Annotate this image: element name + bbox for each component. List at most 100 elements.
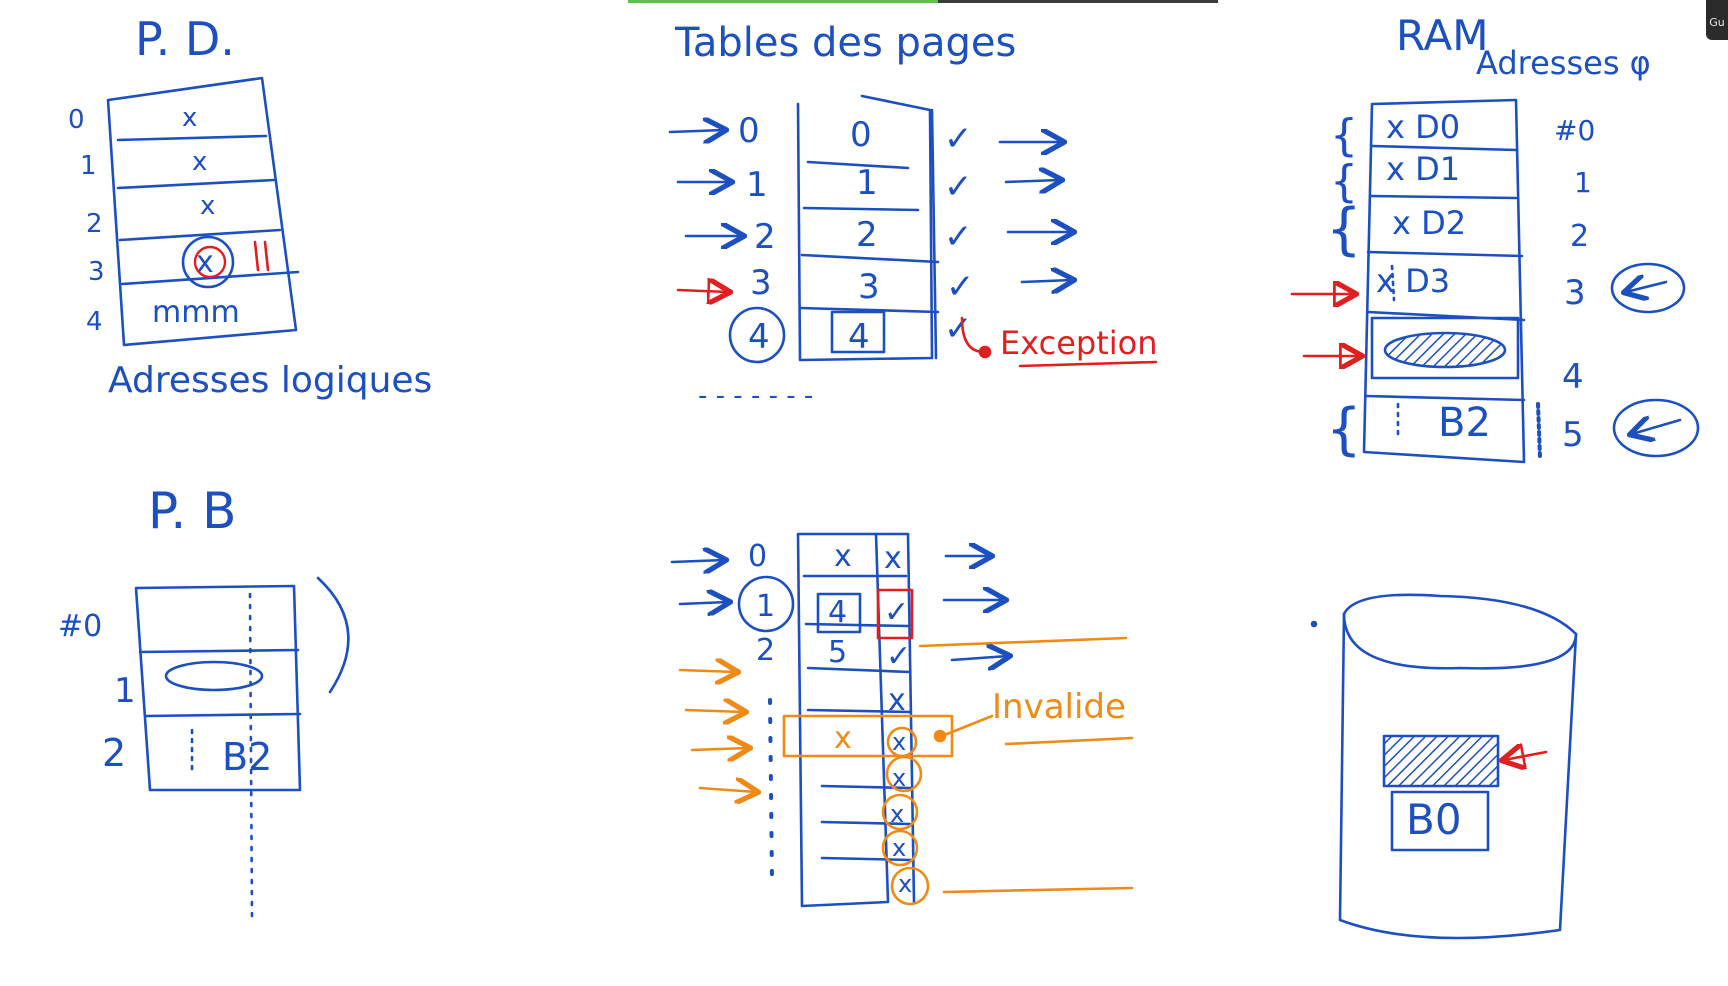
pd-index: 4 <box>86 307 103 337</box>
page-table-valid-check: ✓ <box>944 167 973 207</box>
disk-body <box>1338 612 1578 940</box>
page-table-row-divider <box>798 306 940 314</box>
page-table-2-circled-index <box>737 575 795 633</box>
page-table-2-frame: x <box>834 721 852 756</box>
page-table-2-flag: x <box>884 541 902 576</box>
disk-top-back <box>1342 593 1578 636</box>
ram-frame-index: #0 <box>1554 114 1595 147</box>
page-table-valid-check: ✓ <box>946 267 975 307</box>
ram-frame-index: 3 <box>1564 273 1586 313</box>
page-table-row-divider <box>800 253 940 264</box>
ram-frame-divider <box>1370 144 1518 152</box>
pd-index: 1 <box>80 151 97 181</box>
outgoing-arrow <box>1004 180 1060 182</box>
exception-underline <box>1018 360 1158 368</box>
pd-table-outline <box>106 76 298 347</box>
ram-subtitle: Adresses φ <box>1476 44 1651 82</box>
window-progress-bar <box>628 0 938 3</box>
page-table-2-row-divider <box>806 666 912 674</box>
page-table-2-index: 2 <box>756 633 775 668</box>
outgoing-arrow <box>1020 280 1072 282</box>
page-table-frame: 3 <box>858 267 880 307</box>
pd-red-tick <box>253 240 260 272</box>
pb-row-divider <box>138 648 300 654</box>
invalid-row-box <box>782 714 954 758</box>
pb-row-label: B2 <box>222 735 272 779</box>
page-table-2-flag: x <box>892 834 906 862</box>
pb-row-divider <box>144 712 302 718</box>
page-table-2-boxed-frame <box>816 592 862 634</box>
page-table-2-flag: x <box>892 764 906 792</box>
backing-store-diagram: P. B #0 1 2 B2 <box>58 482 350 920</box>
ram-dotted-line <box>1390 264 1396 302</box>
ram-frame-index: 4 <box>1562 357 1584 397</box>
page-table-title: Tables des pages <box>674 20 1016 66</box>
ram-bracket: { <box>1330 156 1358 207</box>
pd-title: P. D. <box>135 12 235 66</box>
ram-frame-label: x D2 <box>1392 204 1466 242</box>
page-table-diagram: Tables des pages 0 1 2 3 4 0 1 2 3 4 ✓ ✓… <box>668 20 1158 411</box>
page-table-valid-check: ✓ <box>944 119 973 159</box>
page-table-2-flag: ✓ <box>886 639 911 674</box>
orange-arrow <box>678 670 736 672</box>
page-table-index: 2 <box>754 217 776 257</box>
incoming-arrow <box>670 560 724 562</box>
orange-arrow <box>684 710 744 712</box>
invalid-flag-circle <box>881 793 919 831</box>
page-table-index: 0 <box>738 111 760 151</box>
disk-dot <box>1310 620 1318 628</box>
pd-row-divider <box>118 228 282 242</box>
ram-diagram: RAM Adresses φ x D0 x D1 x D2 x D3 B2 #0… <box>1290 11 1700 464</box>
pb-index: 2 <box>102 731 126 775</box>
invalid-flag-circle <box>890 866 930 906</box>
page-table-boxed-frame <box>830 310 886 354</box>
ram-frame-label: B2 <box>1438 400 1491 446</box>
page-table-2-flag-column <box>906 532 916 904</box>
pd-cell-mark: x <box>196 245 214 280</box>
disk-block-label: B0 <box>1406 795 1462 844</box>
ram-bracket: { <box>1326 397 1362 462</box>
ram-circled-arrow <box>1610 262 1686 314</box>
orange-arrow <box>690 748 748 750</box>
pb-page-ellipse <box>164 660 264 692</box>
ram-title: RAM <box>1396 11 1488 60</box>
incoming-arrow-red <box>676 290 728 292</box>
participant-thumbnail[interactable]: Gu <box>1706 0 1728 40</box>
page-table-2-dotted-index <box>768 698 774 882</box>
ram-bracket: { <box>1330 110 1358 161</box>
page-table-2-flag: x <box>898 870 912 898</box>
page-table-frame: 4 <box>848 317 870 357</box>
ram-frame-divider <box>1364 394 1526 402</box>
page-table-circled-index <box>728 306 786 364</box>
ram-frame-divider <box>1366 250 1524 258</box>
pd-red-tick <box>263 240 270 272</box>
page-table-index: 3 <box>750 263 772 303</box>
page-table-2-row-divider <box>820 856 914 862</box>
invalid-label: Invalide <box>992 687 1126 727</box>
invalid-underline <box>1004 736 1134 746</box>
disk-top-front <box>1342 612 1578 670</box>
incoming-arrow <box>668 130 724 132</box>
window-progress-track <box>938 0 1218 3</box>
ram-inner-arrow <box>1632 420 1682 434</box>
page-table-2-flag: x <box>892 728 906 756</box>
page-table-ellipsis: - - - - - - - <box>698 381 813 411</box>
invalid-flag-circle <box>885 755 923 793</box>
ram-frame-divider <box>1368 194 1518 200</box>
exception-dot <box>978 345 992 359</box>
outgoing-arrow <box>950 656 1008 660</box>
invalid-dot <box>933 729 947 743</box>
ram-bracket: { <box>1326 197 1362 262</box>
ram-outline <box>1362 98 1526 464</box>
pd-row-divider <box>116 178 276 190</box>
page-table-2-frame: x <box>834 539 852 574</box>
page-table-2-flag: x <box>888 683 906 718</box>
pd-caption: Adresses logiques <box>108 360 432 401</box>
pd-red-circle-mark <box>193 245 227 279</box>
page-table-valid-column <box>930 108 938 360</box>
disk-block-box <box>1390 790 1490 852</box>
page-table-2-frame: 5 <box>828 635 847 670</box>
pb-index: #0 <box>58 609 102 644</box>
disk-red-arrow <box>1504 752 1548 760</box>
